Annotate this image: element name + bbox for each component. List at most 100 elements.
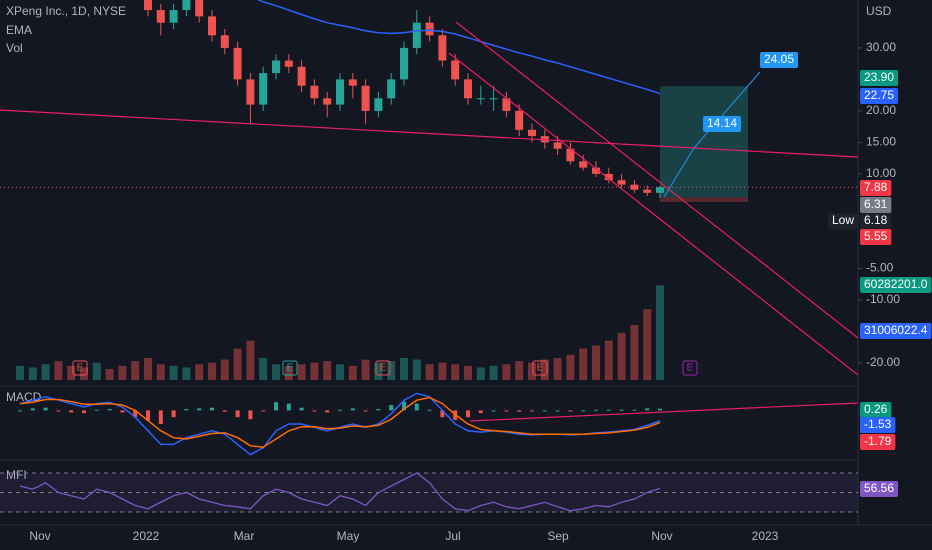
macd-histogram: [427, 409, 432, 411]
candle-body: [579, 161, 588, 168]
volume-bar: [233, 348, 242, 380]
volume-bar: [336, 364, 344, 380]
macd-histogram: [491, 410, 496, 412]
volume-bar: [348, 365, 357, 380]
macd-histogram: [581, 410, 586, 412]
volume-bar: [630, 325, 639, 380]
candle-body: [182, 0, 191, 11]
annotation-text: 24.05: [764, 52, 794, 66]
earnings-marker: [682, 360, 698, 376]
volume-bar: [131, 361, 140, 380]
x-tick-label: Mar: [234, 529, 255, 543]
earnings-label: E: [77, 363, 84, 374]
volume-bar: [220, 359, 229, 380]
drawings: [0, 21, 858, 376]
macd-histogram: [619, 409, 624, 411]
x-tick-label: Sep: [547, 529, 569, 543]
y-tick-label: -10.00: [866, 292, 900, 306]
x-tick-label: Jul: [445, 529, 460, 543]
volume-label-text: 60282201.0: [864, 277, 928, 291]
indicator: EMA: [6, 23, 32, 37]
price-label: 6.31: [860, 197, 892, 213]
macd-histogram: [645, 408, 650, 411]
price-pane: [16, 0, 748, 380]
volume-bar: [438, 362, 447, 380]
volume-bar: [284, 365, 293, 380]
volume-bar: [540, 359, 549, 380]
candle-body: [310, 85, 319, 99]
macd-histogram: [107, 409, 112, 411]
candle-body: [208, 16, 216, 36]
candle-body: [246, 79, 255, 105]
volume-bar: [643, 309, 652, 380]
macd-label: 0.26: [860, 402, 892, 418]
annotation: 24.05: [760, 52, 799, 68]
volume-bar: [412, 359, 421, 380]
price-label: 22.75: [860, 88, 899, 104]
candle-body: [220, 35, 229, 48]
macd-label: -1.79: [860, 434, 896, 450]
candle-body: [630, 184, 639, 190]
volume-bar: [195, 364, 204, 380]
volume-bar: [515, 361, 524, 380]
candle-body: [438, 35, 447, 61]
candle-body: [323, 98, 332, 105]
price-label-text: 5.55: [864, 229, 888, 243]
symbol: XPeng Inc., 1D, NYSE: [6, 4, 126, 18]
position-loss: [660, 197, 748, 202]
volume-bar: [144, 358, 152, 380]
candle-body: [592, 167, 600, 174]
channel-line: [455, 21, 858, 339]
volume-label-text: 31006022.4: [864, 323, 928, 337]
channel-line: [448, 52, 858, 376]
macd-histogram: [376, 409, 381, 411]
macd-histogram: [69, 410, 74, 413]
x-tick-label: 2023: [752, 529, 779, 543]
candle-body: [412, 22, 421, 48]
price-label-text: 6.18: [864, 213, 888, 227]
candle-body: [361, 85, 370, 111]
macd-histogram: [530, 410, 534, 412]
macd-histogram: [504, 410, 509, 412]
candle-body: [156, 10, 165, 23]
volume-bar: [118, 365, 127, 380]
volume-bar: [400, 358, 408, 380]
candle-body: [297, 66, 306, 86]
macd-histogram: [30, 408, 35, 411]
volume-bar: [451, 364, 460, 380]
volume-bar: [169, 365, 178, 380]
macd-histogram: [274, 402, 278, 411]
earnings-label: E: [687, 363, 694, 374]
macd-histogram: [56, 410, 61, 412]
macd-histogram: [82, 410, 86, 414]
candle-body: [425, 22, 434, 36]
volume-bar: [182, 367, 191, 380]
candle-body: [272, 60, 280, 74]
price-label-bg: [860, 88, 899, 104]
annotation-bg: [760, 52, 799, 68]
candle-body: [566, 148, 575, 162]
mfi-label-text: 56.56: [864, 481, 894, 495]
volume-bar: [476, 367, 485, 380]
macd-histogram: [146, 410, 150, 421]
volume-bar: [387, 361, 396, 380]
volume-bar: [656, 285, 664, 380]
candle-body: [451, 60, 460, 80]
candle-body: [284, 60, 293, 67]
low-tag: Low: [828, 213, 859, 229]
volume-bar: [617, 332, 626, 380]
macd-histogram: [338, 409, 342, 411]
volume-bar: [16, 365, 24, 380]
volume-bar: [28, 367, 37, 380]
candle-body: [259, 73, 268, 105]
volume-bar: [41, 364, 50, 380]
volume-bar: [425, 364, 434, 380]
earnings-marker: [532, 360, 548, 376]
low-tag-text: Low: [832, 213, 854, 227]
candle-body: [643, 189, 652, 193]
candle-body: [233, 47, 242, 80]
macd-label: -1.53: [860, 417, 896, 433]
annotation: 14.14: [703, 116, 742, 132]
earnings-label: E: [537, 363, 544, 374]
